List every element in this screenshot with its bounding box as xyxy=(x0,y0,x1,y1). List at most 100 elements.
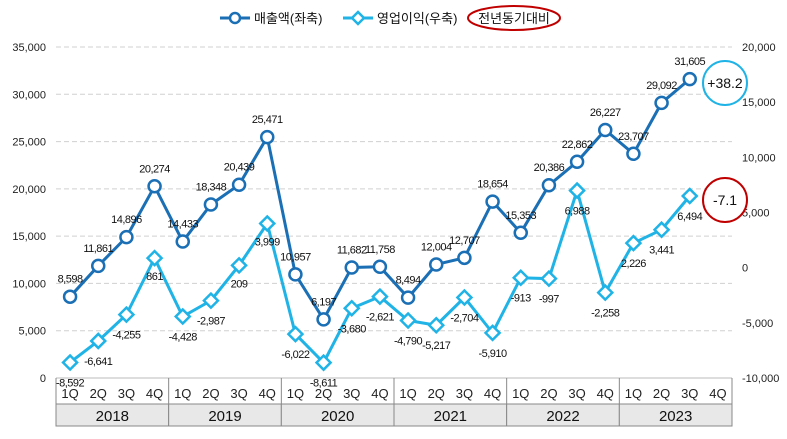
revenue-point xyxy=(400,290,416,305)
quarter-label: 1Q xyxy=(287,386,304,401)
yoy-profit-label: -7.1 xyxy=(713,192,737,208)
revenue-point xyxy=(598,122,613,138)
right-tick-label: 0 xyxy=(742,263,748,275)
left-tick-label: 25,000 xyxy=(12,137,46,149)
data-label: 8,494 xyxy=(396,275,421,287)
data-label: 3,441 xyxy=(649,245,674,257)
data-label: 12,707 xyxy=(449,235,480,247)
revenue-point xyxy=(682,71,697,87)
profit-point xyxy=(427,316,446,334)
revenue-point xyxy=(344,260,359,275)
revenue-point xyxy=(569,154,585,170)
profit-point xyxy=(455,288,474,307)
profit-point xyxy=(117,305,136,324)
data-label: -2,258 xyxy=(591,308,620,320)
revenue-point xyxy=(457,250,472,266)
right-tick-label: 5,000 xyxy=(742,208,770,220)
profit-point xyxy=(89,332,108,350)
right-tick-label: -5,000 xyxy=(742,318,773,330)
data-label: -997 xyxy=(539,294,559,306)
quarter-label: 1Q xyxy=(512,386,529,401)
revenue-point xyxy=(541,177,557,193)
data-label: -913 xyxy=(511,293,531,305)
quarter-label: 1Q xyxy=(174,386,191,401)
quarter-label: 4Q xyxy=(371,386,388,401)
data-label: -5,910 xyxy=(478,348,507,360)
quarter-label: 1Q xyxy=(399,386,416,401)
revenue-point xyxy=(147,179,162,194)
profit-point xyxy=(145,249,164,267)
quarter-label: 3Q xyxy=(230,386,247,401)
data-label: 14,433 xyxy=(167,219,198,231)
quarter-label: 4Q xyxy=(146,386,163,401)
quarter-label: 1Q xyxy=(61,386,78,401)
profit-point xyxy=(680,187,699,205)
revenue-point xyxy=(626,146,641,162)
quarter-label: 2Q xyxy=(90,386,107,401)
legend-revenue-label: 매출액(좌축) xyxy=(254,11,322,26)
revenue-point xyxy=(260,129,275,145)
revenue-point xyxy=(231,177,247,192)
year-label: 2020 xyxy=(321,408,354,425)
quarter-label: 4Q xyxy=(597,386,614,401)
quarter-label: 3Q xyxy=(118,386,135,401)
data-label: 6,988 xyxy=(565,206,590,218)
revenue-point xyxy=(654,95,669,111)
quarter-label: 2Q xyxy=(540,386,557,401)
profit-point xyxy=(652,220,671,239)
left-tick-label: 10,000 xyxy=(12,278,46,290)
quarter-label: 1Q xyxy=(625,386,642,401)
revenue-point xyxy=(372,259,388,275)
quarter-label: 3Q xyxy=(681,386,698,401)
right-tick-label: 20,000 xyxy=(742,42,776,54)
series-line-1 xyxy=(69,185,691,366)
profit-point xyxy=(258,214,277,233)
revenue-point xyxy=(513,225,528,241)
data-label: 3,999 xyxy=(255,237,280,249)
revenue-point xyxy=(91,258,106,274)
data-label: 18,654 xyxy=(477,179,508,191)
yoy-revenue-circle xyxy=(702,60,748,106)
data-label: 22,862 xyxy=(562,139,593,151)
profit-point xyxy=(540,269,558,288)
year-label: 2022 xyxy=(546,408,579,425)
year-box xyxy=(618,403,733,427)
quarter-label: 3Q xyxy=(568,386,585,401)
quarter-label: 3Q xyxy=(456,386,473,401)
data-label: -2,621 xyxy=(366,312,395,324)
profit-point xyxy=(371,287,389,306)
revenue-point xyxy=(175,234,190,249)
data-label: 15,353 xyxy=(505,210,536,222)
data-label: -4,255 xyxy=(112,330,141,342)
profit-point xyxy=(230,256,248,275)
legend-profit-label: 영업이익(우축) xyxy=(377,11,457,26)
profit-point xyxy=(342,299,361,318)
data-label: -6,022 xyxy=(281,349,310,361)
year-label: 2018 xyxy=(96,408,129,425)
year-label: 2021 xyxy=(434,408,467,425)
data-label: 29,092 xyxy=(646,80,677,92)
quarter-label: 4Q xyxy=(709,386,726,401)
data-label: 6,494 xyxy=(677,211,702,223)
quarter-label: 4Q xyxy=(484,386,501,401)
quarter-label: 2Q xyxy=(315,386,332,401)
left-tick-label: 20,000 xyxy=(12,184,46,196)
left-tick-label: 35,000 xyxy=(12,42,46,54)
data-label: 10,957 xyxy=(280,251,311,263)
legend-yoy-label: 전년동기대비 xyxy=(478,11,550,26)
data-label: 31,605 xyxy=(674,56,705,68)
year-label: 2023 xyxy=(659,408,692,425)
revenue-point xyxy=(316,312,331,327)
legend-yoy-oval xyxy=(467,5,561,31)
data-label: 209 xyxy=(231,278,248,290)
profit-point xyxy=(568,181,586,200)
profit-point xyxy=(173,307,192,326)
data-label: 8,598 xyxy=(58,274,83,286)
data-label: 20,274 xyxy=(139,163,170,175)
data-label: 18,348 xyxy=(196,181,227,193)
data-label: 861 xyxy=(146,271,163,283)
data-label: 23,707 xyxy=(618,131,649,143)
data-label: -4,428 xyxy=(169,332,198,344)
